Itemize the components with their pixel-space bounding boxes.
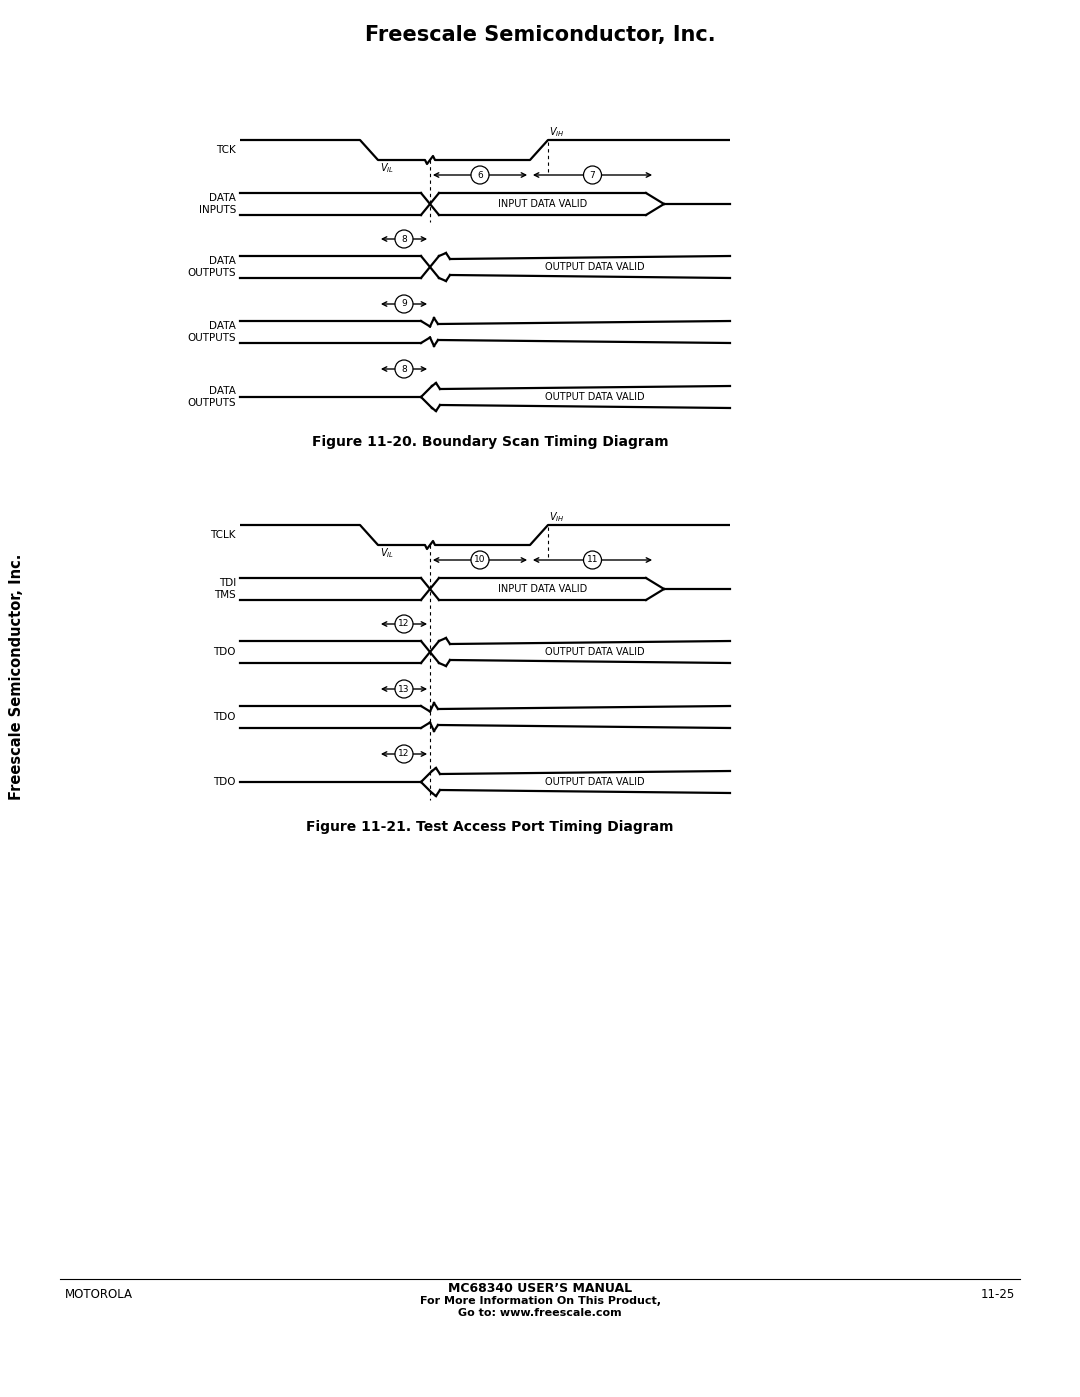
Circle shape xyxy=(583,166,602,184)
Text: 8: 8 xyxy=(401,365,407,373)
Text: 9: 9 xyxy=(401,299,407,309)
Text: TDO: TDO xyxy=(214,777,237,787)
Circle shape xyxy=(395,745,413,763)
Text: 11-25: 11-25 xyxy=(981,1288,1015,1301)
Circle shape xyxy=(395,615,413,633)
Text: 13: 13 xyxy=(399,685,409,693)
Text: $V_{IL}$: $V_{IL}$ xyxy=(380,546,394,560)
Text: TDO: TDO xyxy=(214,647,237,657)
Text: INPUT DATA VALID: INPUT DATA VALID xyxy=(498,584,588,594)
Text: 8: 8 xyxy=(401,235,407,243)
Text: TDI
TMS: TDI TMS xyxy=(214,578,237,599)
Text: 6: 6 xyxy=(477,170,483,179)
Text: DATA
INPUTS: DATA INPUTS xyxy=(199,193,237,215)
Text: INPUT DATA VALID: INPUT DATA VALID xyxy=(498,198,588,210)
Circle shape xyxy=(471,166,489,184)
Circle shape xyxy=(583,550,602,569)
Text: 7: 7 xyxy=(590,170,595,179)
Text: MC68340 USER’S MANUAL: MC68340 USER’S MANUAL xyxy=(448,1282,632,1295)
Text: OUTPUT DATA VALID: OUTPUT DATA VALID xyxy=(544,263,645,272)
Text: For More Information On This Product,
Go to: www.freescale.com: For More Information On This Product, Go… xyxy=(419,1296,661,1317)
Text: Freescale Semiconductor, Inc.: Freescale Semiconductor, Inc. xyxy=(365,25,715,45)
Text: 12: 12 xyxy=(399,619,409,629)
Text: 10: 10 xyxy=(474,556,486,564)
Text: TCK: TCK xyxy=(216,145,237,155)
Circle shape xyxy=(395,231,413,249)
Text: 11: 11 xyxy=(586,556,598,564)
Text: Freescale Semiconductor, Inc.: Freescale Semiconductor, Inc. xyxy=(10,553,25,800)
Text: MOTOROLA: MOTOROLA xyxy=(65,1288,133,1301)
Text: OUTPUT DATA VALID: OUTPUT DATA VALID xyxy=(544,393,645,402)
Text: 12: 12 xyxy=(399,750,409,759)
Text: OUTPUT DATA VALID: OUTPUT DATA VALID xyxy=(544,777,645,787)
Text: $V_{IL}$: $V_{IL}$ xyxy=(380,161,394,175)
Text: TCLK: TCLK xyxy=(211,529,237,541)
Text: Figure 11-20. Boundary Scan Timing Diagram: Figure 11-20. Boundary Scan Timing Diagr… xyxy=(312,434,669,448)
Text: $V_{IH}$: $V_{IH}$ xyxy=(549,510,565,524)
Circle shape xyxy=(471,550,489,569)
Text: $V_{IH}$: $V_{IH}$ xyxy=(549,126,565,138)
Text: TDO: TDO xyxy=(214,712,237,722)
Text: DATA
OUTPUTS: DATA OUTPUTS xyxy=(187,386,237,408)
Text: DATA
OUTPUTS: DATA OUTPUTS xyxy=(187,256,237,278)
Circle shape xyxy=(395,295,413,313)
Text: Figure 11-21. Test Access Port Timing Diagram: Figure 11-21. Test Access Port Timing Di… xyxy=(307,820,674,834)
Text: DATA
OUTPUTS: DATA OUTPUTS xyxy=(187,321,237,342)
Circle shape xyxy=(395,680,413,698)
Circle shape xyxy=(395,360,413,379)
Text: OUTPUT DATA VALID: OUTPUT DATA VALID xyxy=(544,647,645,657)
